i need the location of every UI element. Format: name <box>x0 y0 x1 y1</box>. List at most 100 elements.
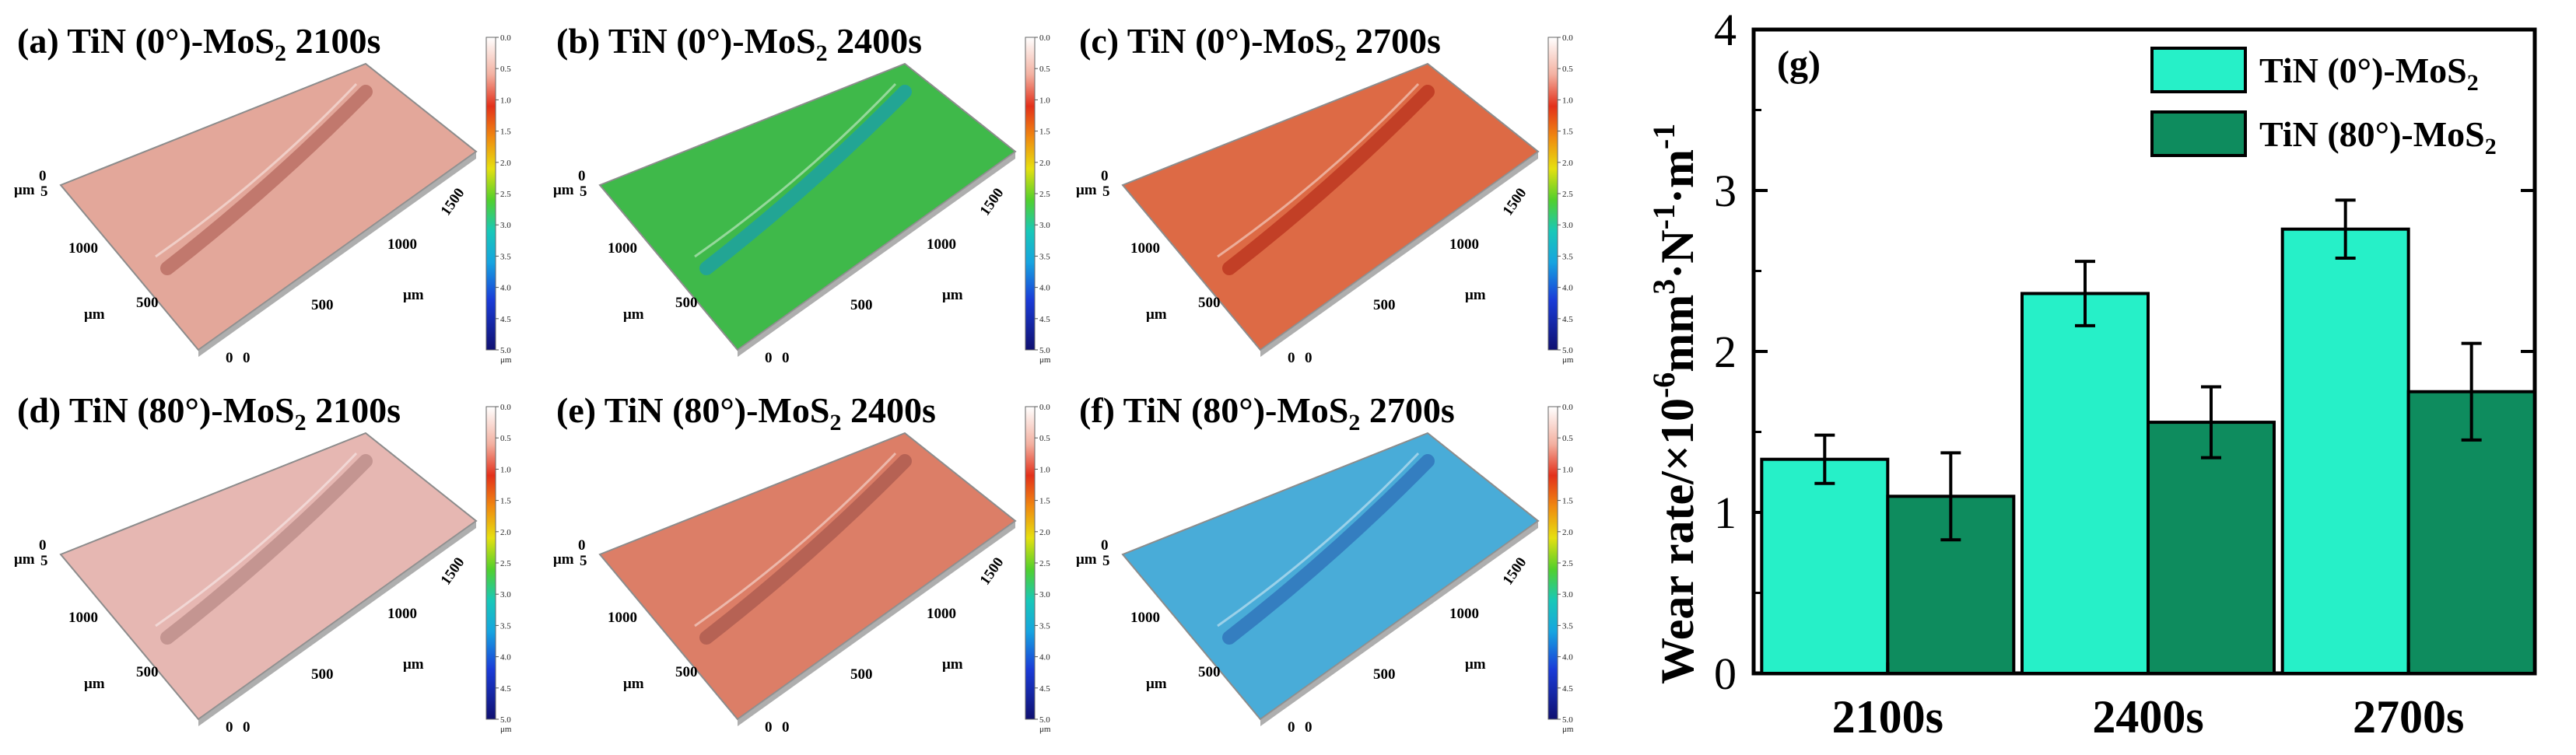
axis-x-tick: 500 <box>311 666 334 683</box>
colorbar-tick: 5.0 <box>1562 346 1573 355</box>
axis-y-tick: 500 <box>675 664 698 680</box>
wear-track <box>699 85 912 275</box>
wear-track-edge <box>155 82 358 258</box>
colorbar-unit: μm <box>500 725 512 734</box>
colorbar-tick: 4.5 <box>1039 315 1050 324</box>
wear-track-edge <box>694 82 897 258</box>
y-axis-label: Wear rate/×10-6mm3·N-1·m-1 <box>1646 124 1703 684</box>
colorbar-tick: 3.5 <box>1562 621 1573 631</box>
axis-z-tick: 0 <box>578 537 586 554</box>
colorbar-tick: 3.5 <box>1562 252 1573 261</box>
colorbar-tick: 0.0 <box>500 33 511 43</box>
axis-z-tick: 0 <box>1101 168 1109 184</box>
axis-z-unit: μm <box>1076 182 1097 198</box>
axis-y-unit: μm <box>623 676 644 692</box>
axis-y-unit: μm <box>84 676 105 692</box>
wear-track <box>160 454 373 645</box>
panel-title: (e) TiN (80°)-MoS2 2400s <box>556 390 936 435</box>
colorbar-tick: 5.0 <box>500 346 511 355</box>
axis-z-unit: μm <box>553 182 574 198</box>
y-tick-label: 3 <box>1714 166 1737 216</box>
axis-z-tick: 0 <box>39 168 47 184</box>
axis-z-tick: 5 <box>1102 184 1110 200</box>
colorbar-tick: 3.0 <box>1562 221 1573 230</box>
surface-map <box>598 432 1017 721</box>
surface-edge <box>1260 152 1538 357</box>
colorbar-tick: 3.5 <box>500 252 511 261</box>
axis-y-tick: 1000 <box>1130 240 1160 257</box>
chart-panel-label: (g) <box>1777 44 1821 85</box>
colorbar <box>485 406 496 720</box>
colorbar-tick: 1.5 <box>1562 128 1573 137</box>
axis-x-tick: 1500 <box>977 185 1008 218</box>
colorbar-tick: 3.0 <box>1039 590 1050 599</box>
colorbar-tick: 0.5 <box>1562 65 1573 74</box>
colorbar-tick: 4.0 <box>1562 653 1573 662</box>
colorbar-tick: 0.5 <box>500 434 511 443</box>
bar-tin80-2400s <box>2147 421 2276 676</box>
colorbar-tick: 2.5 <box>1039 190 1050 199</box>
axis-y-tick: 500 <box>1198 295 1221 311</box>
colorbar-tick: 5.0 <box>1562 715 1573 725</box>
colorbar-tick: 4.0 <box>1562 284 1573 293</box>
colorbar <box>1025 37 1036 351</box>
panel-title: (c) TiN (0°)-MoS2 2700s <box>1079 21 1441 66</box>
axis-x-tick: 1000 <box>927 236 956 253</box>
wear-track <box>160 85 373 275</box>
wear-track-edge <box>155 452 358 627</box>
axis-origin: 0 <box>243 350 251 366</box>
colorbar-tick: 5.0 <box>1039 715 1050 725</box>
colorbar-tick: 2.0 <box>1562 528 1573 537</box>
axis-y-unit: μm <box>1146 676 1167 692</box>
axis-y-unit: μm <box>623 306 644 323</box>
axis-y-tick: 500 <box>675 295 698 311</box>
axis-z-unit: μm <box>14 551 35 568</box>
y-tick-label: 2 <box>1714 327 1737 377</box>
wear-track-edge <box>1217 82 1420 258</box>
axis-y-tick: 1000 <box>608 240 637 257</box>
wear-track <box>1222 85 1435 275</box>
wear-track <box>1222 454 1435 645</box>
axis-x-tick: 1500 <box>1500 554 1530 588</box>
axis-y-tick: 500 <box>136 295 159 311</box>
colorbar-tick: 4.5 <box>1562 315 1573 324</box>
colorbar-tick: 2.0 <box>1039 159 1050 168</box>
axis-z-tick: 5 <box>1102 553 1110 569</box>
y-tick-label: 1 <box>1714 488 1737 538</box>
colorbar-tick: 0.0 <box>1562 33 1573 43</box>
axis-y-unit: μm <box>84 306 105 323</box>
axis-x-tick: 500 <box>850 666 873 683</box>
axis-z-unit: μm <box>553 551 574 568</box>
colorbar-tick: 3.5 <box>1039 252 1050 261</box>
axis-origin: 0 <box>1288 719 1295 736</box>
colorbar-tick: 3.5 <box>500 621 511 631</box>
axis-x-tick: 500 <box>850 297 873 313</box>
colorbar-tick: 2.0 <box>1562 159 1573 168</box>
axis-x-unit: μm <box>942 656 963 673</box>
x-tick-label: 2700s <box>2353 691 2464 743</box>
colorbar-tick: 5.0 <box>1039 346 1050 355</box>
surface-edge <box>198 152 476 357</box>
colorbar-tick: 2.5 <box>500 559 511 568</box>
colorbar-tick: 4.5 <box>500 315 511 324</box>
colorbar-tick: 2.0 <box>500 528 511 537</box>
axis-x-tick: 500 <box>311 297 334 313</box>
colorbar-tick: 2.5 <box>500 190 511 199</box>
bar-tin0-2400s <box>2020 292 2150 675</box>
colorbar-tick: 1.5 <box>1562 497 1573 506</box>
panel-title: (a) TiN (0°)-MoS2 2100s <box>17 21 380 66</box>
colorbar <box>1547 37 1558 351</box>
axis-z-tick: 0 <box>1101 537 1109 554</box>
colorbar-tick: 3.0 <box>1562 590 1573 599</box>
axis-z-tick: 5 <box>40 553 48 569</box>
colorbar-tick: 4.0 <box>500 284 511 293</box>
colorbar-unit: μm <box>1562 725 1574 734</box>
colorbar-tick: 0.0 <box>1039 403 1050 412</box>
colorbar-tick: 1.0 <box>1039 465 1050 474</box>
colorbar-unit: μm <box>1039 355 1051 365</box>
axis-y-tick: 1000 <box>608 610 637 626</box>
colorbar-tick: 0.0 <box>500 403 511 412</box>
